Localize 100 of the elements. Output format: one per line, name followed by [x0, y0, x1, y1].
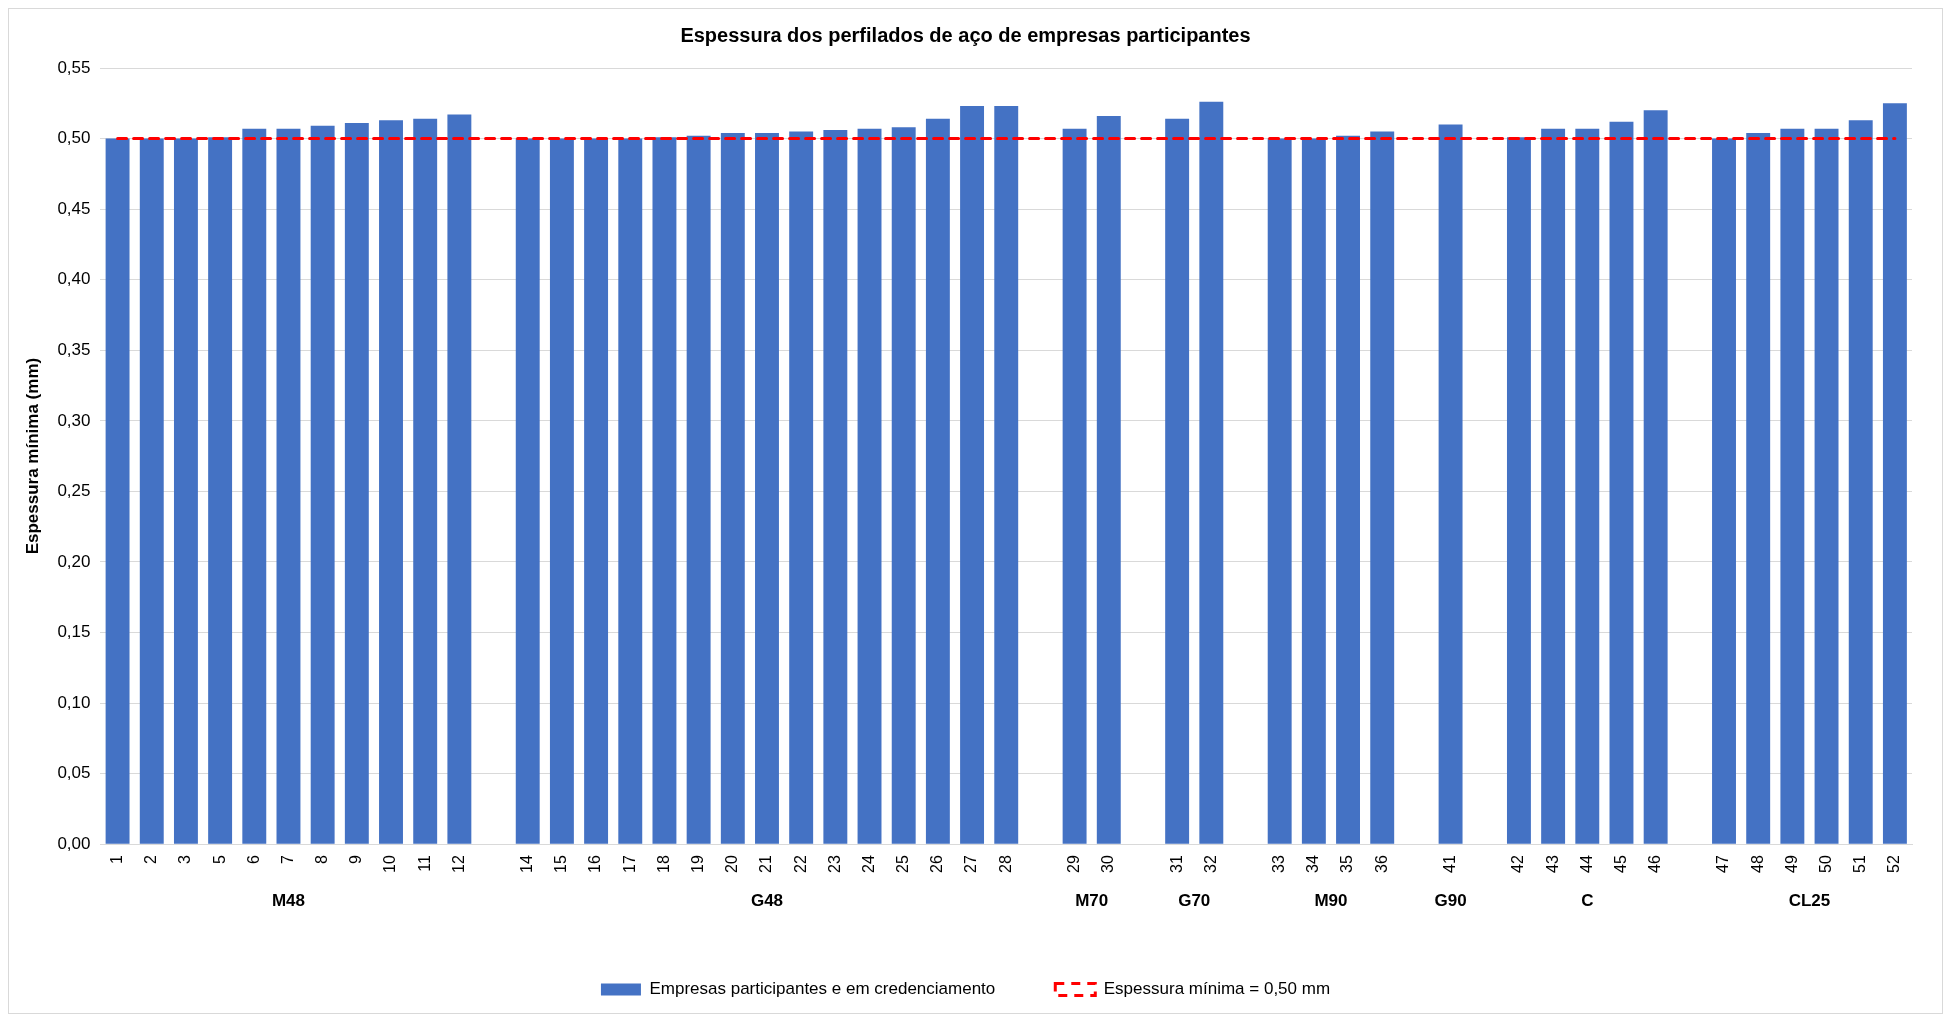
- x-tick-label: 33: [1270, 855, 1288, 873]
- x-tick-label: 41: [1440, 855, 1458, 873]
- bar: [720, 132, 745, 844]
- x-tick-label: 52: [1885, 855, 1903, 873]
- text: M90: [1314, 890, 1348, 910]
- bar: [447, 114, 472, 844]
- bar: [755, 132, 779, 844]
- bar: [925, 118, 950, 844]
- y-tick-label: 0,35: [57, 339, 91, 359]
- text: M48: [271, 890, 306, 910]
- x-tick-label: 1: [107, 855, 125, 865]
- bar: [379, 120, 403, 844]
- x-tick-label: 28: [996, 855, 1014, 873]
- x-tick-label: 17: [620, 855, 638, 873]
- y-tick-label: 0,20: [57, 551, 91, 571]
- bar: [549, 138, 574, 844]
- x-tick-label: 49: [1782, 855, 1800, 873]
- bar: [1780, 128, 1805, 844]
- bar: [173, 138, 198, 844]
- bar: [139, 138, 164, 844]
- x-tick-label: 26: [928, 855, 946, 873]
- text: G48: [750, 890, 784, 910]
- x-tick-label: 45: [1611, 855, 1629, 873]
- x-tick-label: 50: [1816, 855, 1834, 873]
- bar: [1541, 128, 1566, 844]
- x-tick-label: 34: [1304, 855, 1322, 873]
- bar: [1370, 131, 1395, 844]
- x-tick-label: 35: [1338, 855, 1356, 873]
- text: G70: [1178, 890, 1211, 910]
- bar: [413, 118, 438, 844]
- bar: [1814, 128, 1839, 844]
- y-tick-label: 0,15: [57, 622, 91, 642]
- x-tick-label: 25: [894, 855, 912, 873]
- x-tick-label: 30: [1099, 855, 1117, 873]
- x-tick-label: 31: [1167, 855, 1185, 873]
- x-tick-label: 11: [415, 855, 433, 872]
- text: C: [1581, 890, 1594, 910]
- bar: [1199, 101, 1224, 844]
- x-tick-label: 44: [1577, 855, 1595, 873]
- bar: [1062, 128, 1087, 844]
- x-tick-label: 32: [1201, 855, 1219, 873]
- x-tick-label: 5: [210, 855, 228, 865]
- y-tick-label: 0,10: [57, 692, 91, 712]
- x-tick-label: 15: [552, 855, 570, 873]
- bar: [1712, 138, 1736, 844]
- x-tick-label: 18: [654, 855, 672, 873]
- bar: [1746, 132, 1771, 844]
- bar: [789, 131, 814, 844]
- bar: [823, 130, 848, 844]
- x-tick-label: 51: [1851, 855, 1869, 873]
- x-tick-label: 47: [1714, 855, 1732, 873]
- x-tick-label: 46: [1646, 855, 1664, 873]
- bar: [960, 106, 985, 844]
- y-tick-label: 0,00: [57, 833, 91, 853]
- x-tick-label: 6: [244, 855, 262, 865]
- bar: [1575, 128, 1600, 844]
- legend-label: Espessura mínima = 0,50 mm: [1103, 979, 1331, 999]
- x-tick-label: 19: [689, 855, 707, 873]
- bar: [584, 138, 609, 844]
- x-tick-label: 23: [825, 855, 843, 873]
- bar: [1643, 110, 1668, 844]
- chart-title: Espessura dos perfilados de aço de empresas participantes: [680, 23, 1251, 46]
- bar: [891, 127, 916, 844]
- x-tick-label: 20: [723, 855, 741, 873]
- x-tick-label: 36: [1372, 855, 1390, 873]
- bar: [857, 128, 882, 844]
- x-tick-label: 7: [278, 855, 296, 865]
- x-tick-label: 29: [1065, 855, 1083, 873]
- bar: [652, 137, 677, 844]
- bar: [1096, 115, 1121, 844]
- x-tick-label: 3: [176, 855, 194, 865]
- y-axis-title: Espessura mínima (mm): [22, 357, 42, 555]
- text: G90: [1434, 890, 1467, 910]
- bar: [1336, 135, 1360, 844]
- bar: [344, 123, 369, 844]
- text: CL25: [1788, 890, 1831, 910]
- x-tick-label: 48: [1748, 855, 1766, 873]
- y-tick-label: 0,25: [57, 481, 91, 501]
- y-tick-label: 0,55: [57, 57, 91, 77]
- y-tick-label: 0,05: [57, 763, 91, 783]
- bar: [1882, 103, 1907, 844]
- x-tick-label: 10: [381, 855, 399, 873]
- x-tick-label: 21: [757, 855, 775, 873]
- y-tick-label: 0,30: [57, 410, 91, 430]
- bar: [1609, 121, 1634, 844]
- x-tick-label: 2: [142, 855, 160, 865]
- bar: [1301, 138, 1326, 844]
- bar: [242, 128, 267, 844]
- bar: [1506, 137, 1531, 844]
- legend-label: Empresas participantes e em credenciamento: [649, 979, 996, 999]
- bar: [310, 125, 335, 844]
- x-tick-label: 8: [313, 855, 331, 865]
- bar: [208, 137, 233, 844]
- y-tick-label: 0,50: [57, 128, 91, 148]
- bar: [1165, 118, 1190, 844]
- bar: [686, 135, 711, 844]
- y-tick-label: 0,40: [57, 269, 91, 289]
- x-tick-label: 14: [518, 855, 536, 873]
- x-tick-label: 22: [791, 855, 809, 873]
- bar: [276, 128, 301, 844]
